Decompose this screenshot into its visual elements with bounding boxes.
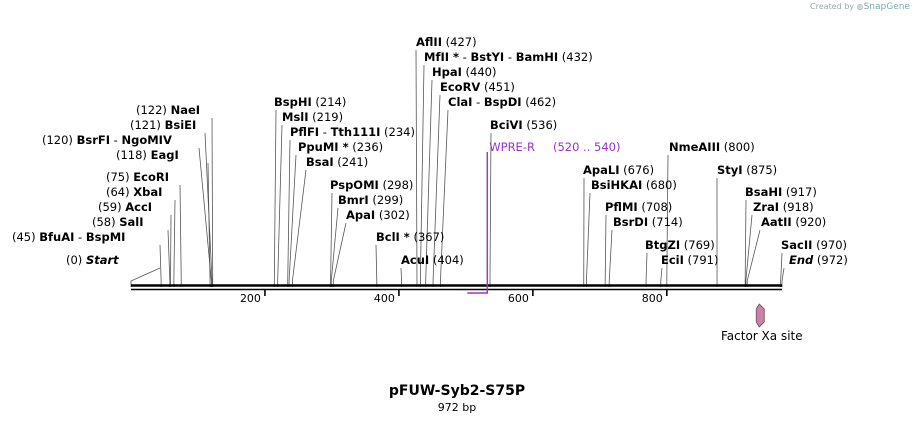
site-label-bcli: BclI * (367) [376, 230, 444, 244]
site-leader-27 [586, 192, 591, 287]
site-label-btgzi: BtgZI (769) [645, 238, 715, 252]
factor-xa-label: Factor Xa site [721, 329, 803, 343]
feature-wpre: WPRE-R (520 .. 540) [467, 140, 620, 294]
site-labels: (0) Start (45) BfuAI - BspMI(58) SalI(59)… [12, 35, 848, 267]
site-leader-30 [645, 252, 648, 287]
site-leader-28 [604, 214, 607, 287]
tick-label-600: 600 [508, 292, 529, 305]
axis-ticks: 200 400 600 800 [240, 290, 668, 305]
site-label-acui: AcuI (404) [401, 253, 464, 267]
site-label-pflmi: PflMI (708) [605, 200, 672, 214]
site-label-nmeaiii: NmeAIII (800) [669, 140, 755, 154]
site-label-bsahi: BsaHI (917) [745, 185, 817, 199]
site-leader-31 [660, 267, 663, 287]
site-label-aatii: AatII (920) [761, 215, 826, 229]
site-leader-10 [273, 109, 277, 287]
watermark: Created by ◍SnapGene [810, 2, 910, 12]
site-label-apali: ApaLI (676) [583, 163, 654, 177]
factor-xa-arrow-icon [755, 303, 765, 328]
site-label-pspomi: PspOMI (298) [330, 178, 413, 192]
site-label-bmri: BmrI (299) [338, 193, 403, 207]
site-label-sali: (58) SalI [92, 215, 144, 229]
feature-wpre-label: WPRE-R (520 .. 540) [489, 140, 620, 154]
factor-xa [755, 303, 765, 328]
site-label-bcivi: BciVI (536) [490, 118, 557, 132]
tick-label-400: 400 [374, 292, 395, 305]
site-label-ecii: EciI (791) [661, 253, 719, 267]
site-leader-0 [130, 267, 161, 287]
site-label-apai: ApaI (302) [346, 208, 410, 222]
site-leader-9 [211, 117, 214, 287]
site-leader-35 [745, 214, 753, 287]
site-label-msli: MslI (219) [282, 110, 343, 124]
site-leader-17 [332, 222, 347, 287]
plasmid-name: pFUW-Syb2-S75P [388, 383, 526, 399]
plasmid-length: 972 bp [437, 401, 477, 414]
feature-wpre-bracket [467, 152, 488, 294]
tick-label-800: 800 [642, 292, 663, 305]
site-leader-38 [781, 267, 785, 287]
site-label-bsiei: (121) BsiEI [130, 118, 196, 132]
site-leader-36 [746, 229, 761, 287]
site-leader-29 [608, 229, 613, 287]
site-label-end: End (972) [789, 253, 848, 267]
site-label-bfuai: (45) BfuAI - BspMI [12, 230, 125, 244]
site-leader-4 [173, 199, 176, 287]
site-leader-20 [415, 49, 418, 287]
site-leader-25 [489, 132, 492, 287]
site-label-aflii: AflII (427) [416, 35, 477, 49]
site-label-pflfi: PflFI - Tth111I (234) [290, 125, 415, 139]
site-label-ppumi: PpuMI * (236) [298, 140, 383, 154]
site-leader-18 [375, 244, 378, 287]
site-leader-8 [204, 132, 213, 287]
site-leader-13 [288, 154, 297, 287]
site-label-zrai: ZraI (918) [753, 200, 814, 214]
site-leader-1 [159, 244, 162, 287]
site-label-start: (0) Start [66, 253, 119, 267]
site-label-clai: ClaI - BspDI (462) [448, 95, 556, 109]
snapgene-logo-icon: ◍ [856, 2, 864, 11]
tick-label-200: 200 [240, 292, 261, 305]
site-leader-11 [277, 124, 283, 287]
site-label-bsihkai: BsiHKAI (680) [591, 178, 677, 192]
site-label-ecorv: EcoRV (451) [440, 80, 515, 94]
site-label-styi: StyI (875) [717, 163, 777, 177]
site-label-mfii: MfII * - BstYI - BamHI (432) [424, 50, 593, 64]
site-leader-19 [400, 267, 402, 287]
site-leader-2 [167, 229, 171, 287]
site-label-bsrfi: (120) BsrFI - NgoMIV [42, 133, 172, 147]
site-leader-5 [179, 184, 182, 287]
site-label-acci: (59) AccI [98, 200, 152, 214]
site-label-eagi: (118) EagI [116, 148, 179, 162]
site-label-bsrdi: BsrDI (714) [613, 215, 683, 229]
site-label-bsai: BsaI (241) [306, 155, 368, 169]
site-label-sacii: SacII (970) [781, 238, 847, 252]
site-label-hpai: HpaI (440) [432, 65, 497, 79]
site-label-ecori: (75) EcoRI [106, 170, 169, 184]
site-label-xbai: (64) XbaI [106, 185, 162, 199]
site-label-bsphi: BspHI (214) [274, 95, 346, 109]
site-leader-34 [744, 199, 747, 287]
backbone [131, 284, 782, 291]
site-label-naei: (122) NaeI [136, 103, 200, 117]
